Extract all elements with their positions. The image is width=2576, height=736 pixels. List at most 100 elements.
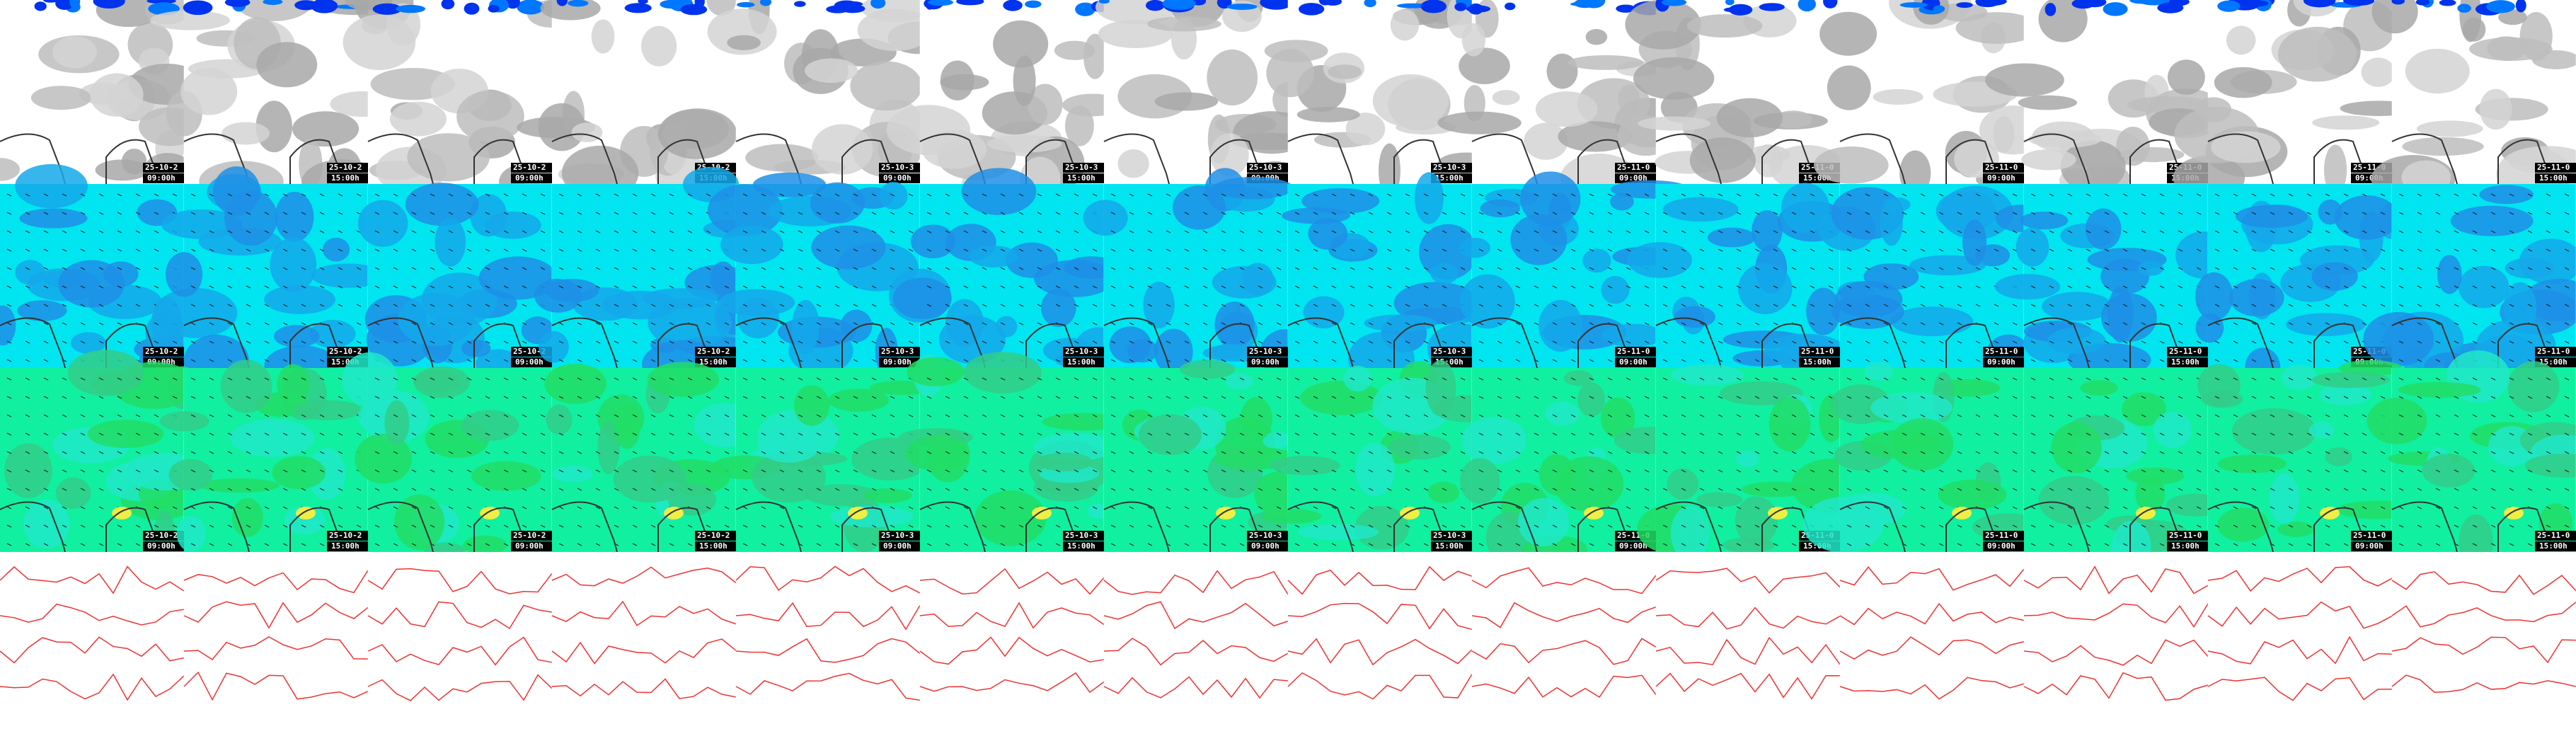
- panel-background: [1288, 552, 1472, 736]
- wind-barb: [1129, 285, 1134, 289]
- wind-barb: [1313, 340, 1318, 344]
- wind-barb: [853, 267, 858, 270]
- field-blob: [752, 172, 827, 197]
- wind-barb: [724, 506, 730, 510]
- wind-barb: [2527, 396, 2533, 399]
- wind-barb: [2509, 451, 2514, 454]
- wind-barb: [2546, 488, 2551, 491]
- wind-barb: [503, 193, 509, 197]
- wind-barb: [338, 488, 343, 491]
- wind-barb: [2564, 396, 2570, 399]
- wind-barb: [1754, 322, 1760, 326]
- wind-barb: [963, 396, 969, 399]
- map-panel: 25-10-209:00h: [343, 0, 575, 200]
- wind-barb: [2435, 304, 2441, 307]
- wind-barb: [503, 267, 509, 270]
- wind-barb: [503, 488, 509, 491]
- wind-barb: [1865, 469, 1870, 473]
- wind-barb: [1055, 377, 1061, 381]
- wind-barb: [834, 359, 840, 362]
- wind-barb: [2398, 377, 2404, 381]
- wind-barb: [669, 340, 674, 344]
- wind-barb: [2306, 377, 2312, 381]
- wind-barb: [1773, 432, 1778, 436]
- field-blob: [2286, 313, 2366, 336]
- wind-barb: [908, 267, 914, 270]
- wind-barb: [98, 322, 104, 326]
- wind-barb: [1386, 193, 1392, 197]
- wind-barb: [2012, 267, 2018, 270]
- wind-barb: [43, 304, 49, 307]
- wind-barb: [1368, 451, 1374, 454]
- panel-background: [2208, 552, 2392, 736]
- wind-barb: [2288, 377, 2294, 381]
- wind-barb: [1239, 524, 1245, 528]
- wind-barb: [448, 267, 454, 270]
- wind-barb: [577, 543, 582, 546]
- wind-barb: [2398, 267, 2404, 270]
- wind-barb: [117, 230, 122, 234]
- wind-barb: [522, 340, 527, 344]
- wind-barb: [1938, 469, 1944, 473]
- field-blob: [810, 182, 865, 224]
- time-label: 15:00h: [699, 357, 728, 367]
- wind-barb: [1865, 506, 1870, 510]
- wind-barb: [1607, 248, 1613, 252]
- wind-barb: [890, 396, 895, 399]
- label-box: [327, 541, 368, 551]
- wind-barb: [1607, 230, 1613, 234]
- wind-barb: [540, 248, 546, 252]
- wind-barb: [2251, 322, 2257, 326]
- wind-barb: [1386, 524, 1392, 528]
- wind-barb: [98, 377, 104, 381]
- wind-barb: [687, 359, 693, 362]
- field-blob: [2195, 313, 2224, 343]
- wind-barb: [1644, 414, 1650, 418]
- wind-barb: [1589, 340, 1594, 344]
- field-blob: [1419, 224, 1478, 280]
- wind-barb: [1350, 451, 1355, 454]
- precip-blob: [840, 4, 866, 13]
- wind-barb: [816, 377, 822, 381]
- contour: [1103, 601, 1289, 630]
- field-blob: [87, 420, 164, 449]
- wind-barb: [1313, 285, 1318, 289]
- precip-blob: [2486, 0, 2515, 13]
- wind-barb: [2546, 212, 2551, 215]
- wind-barb: [338, 212, 343, 215]
- wind-barb: [890, 340, 895, 344]
- wind-barb: [1773, 377, 1778, 381]
- wind-barb: [2012, 212, 2018, 215]
- wind-barb: [1276, 524, 1282, 528]
- wind-barb: [1846, 396, 1852, 399]
- wind-barb: [246, 285, 251, 289]
- wind-barb: [1699, 248, 1705, 252]
- wind-barb: [43, 396, 49, 399]
- field-blob: [1510, 214, 1568, 265]
- date-label: 25-10-3: [1249, 163, 1282, 172]
- field-blob: [1083, 200, 1128, 236]
- wind-barb: [2178, 396, 2183, 399]
- wind-barb: [853, 230, 858, 234]
- wind-barb: [301, 322, 306, 326]
- wind-barb: [1846, 469, 1852, 473]
- wind-barb: [540, 488, 546, 491]
- wind-barb: [356, 340, 362, 344]
- wind-barb: [963, 432, 969, 436]
- coastline: [1839, 501, 1996, 553]
- contour: [1839, 636, 2025, 660]
- wind-barb: [945, 304, 950, 307]
- field-blob: [2458, 265, 2509, 309]
- wind-barb: [1423, 543, 1429, 546]
- wind-barb: [1313, 414, 1318, 418]
- field-blob: [857, 8, 933, 52]
- coastline: [551, 501, 708, 553]
- map-panel: [1839, 552, 2025, 736]
- precip-blob: [1318, 0, 1332, 6]
- wind-barb: [98, 304, 104, 307]
- wind-barb: [1846, 543, 1852, 546]
- field-blob: [2450, 205, 2534, 236]
- wind-barb: [1037, 524, 1042, 528]
- precip-blob: [517, 0, 544, 15]
- wind-barb: [1718, 524, 1723, 528]
